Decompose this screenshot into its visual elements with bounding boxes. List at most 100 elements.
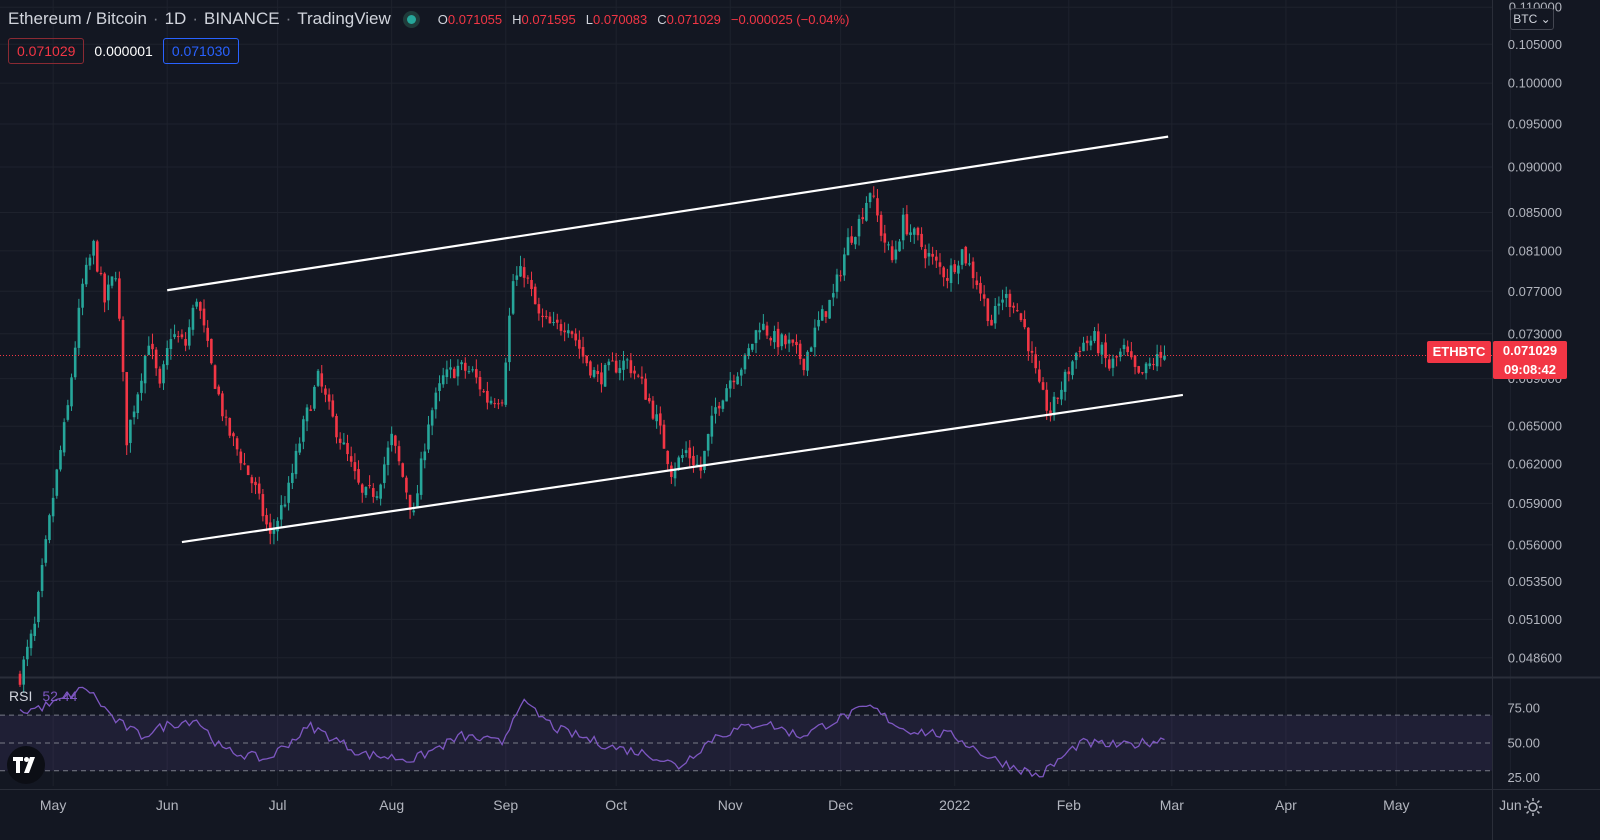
candle-body bbox=[647, 398, 651, 402]
last-price: 0.071029 bbox=[1502, 343, 1558, 358]
candle-body bbox=[1093, 331, 1096, 341]
candle-body bbox=[670, 465, 673, 477]
candle-body bbox=[349, 456, 353, 462]
candle-body bbox=[221, 393, 224, 417]
candle-body bbox=[850, 236, 853, 243]
candle-body bbox=[688, 447, 692, 459]
candle-body bbox=[29, 633, 33, 649]
candle-body bbox=[427, 424, 430, 450]
candle-body bbox=[460, 362, 463, 365]
candle-body bbox=[430, 410, 434, 426]
candle-body bbox=[26, 646, 29, 660]
candle-body bbox=[795, 341, 798, 346]
candle-body bbox=[809, 347, 813, 352]
candle-body bbox=[589, 361, 592, 376]
candle-body bbox=[511, 281, 515, 314]
candle-body bbox=[714, 407, 717, 414]
price-tick-label: 0.085000 bbox=[1508, 205, 1562, 220]
candle-body bbox=[37, 591, 40, 623]
candle-body bbox=[828, 299, 831, 319]
candle-body bbox=[544, 316, 548, 318]
candle-body bbox=[294, 450, 298, 475]
candle-body bbox=[1027, 327, 1030, 352]
price-tick-label: 0.105000 bbox=[1508, 37, 1562, 52]
time-tick-label: May bbox=[40, 797, 66, 813]
candle-body bbox=[1163, 355, 1166, 360]
candle-body bbox=[839, 275, 842, 277]
candle-body bbox=[357, 469, 360, 483]
price-tick-label: 0.095000 bbox=[1508, 116, 1562, 131]
candle-body bbox=[401, 463, 405, 477]
candle-body bbox=[960, 249, 964, 265]
time-tick-label: Jul bbox=[269, 797, 287, 813]
candle-body bbox=[666, 450, 669, 465]
candle-body bbox=[912, 228, 916, 235]
candle-body bbox=[206, 327, 209, 341]
candle-body bbox=[725, 388, 728, 402]
candle-body bbox=[968, 263, 971, 265]
candle-body bbox=[59, 450, 62, 470]
time-tick-label: Nov bbox=[718, 797, 743, 813]
candle-body bbox=[353, 462, 357, 472]
candle-body bbox=[118, 278, 121, 319]
candle-body bbox=[662, 424, 666, 449]
candle-body bbox=[346, 442, 349, 455]
rsi-legend[interactable]: RSI 52.44 bbox=[9, 688, 77, 704]
candle-body bbox=[894, 249, 898, 260]
candle-body bbox=[622, 360, 625, 370]
candle-body bbox=[478, 376, 482, 390]
candle-body bbox=[202, 308, 206, 326]
candle-body bbox=[449, 367, 452, 370]
candle-body bbox=[40, 565, 44, 591]
candle-body bbox=[250, 477, 254, 484]
candle-body bbox=[73, 347, 77, 378]
candle-body bbox=[787, 339, 791, 344]
price-tick-label: 0.073000 bbox=[1508, 326, 1562, 341]
candle-body bbox=[360, 484, 364, 493]
gear-icon[interactable] bbox=[1523, 797, 1543, 817]
candle-body bbox=[243, 463, 246, 465]
candle-body bbox=[732, 380, 736, 383]
interval[interactable]: 1D bbox=[164, 9, 187, 28]
candle-body bbox=[1111, 358, 1115, 368]
candle-body bbox=[865, 202, 868, 221]
price-tick-label: 0.053500 bbox=[1508, 574, 1562, 589]
candle-body bbox=[887, 244, 890, 246]
candle-body bbox=[640, 376, 644, 379]
market-status-icon[interactable] bbox=[406, 14, 416, 24]
candle-body bbox=[1100, 344, 1104, 355]
candle-body bbox=[831, 293, 835, 298]
candle-body bbox=[581, 346, 585, 357]
candle-body bbox=[136, 394, 140, 414]
candle-body bbox=[1012, 305, 1015, 308]
candle-body bbox=[872, 195, 876, 197]
currency-dropdown[interactable]: BTC ⌄ bbox=[1510, 8, 1554, 30]
candle-body bbox=[99, 273, 103, 275]
quote-boxes: 0.071029 0.000001 0.071030 bbox=[8, 38, 240, 64]
candle-body bbox=[257, 483, 261, 494]
candle-body bbox=[931, 253, 934, 257]
candle-body bbox=[199, 302, 202, 311]
candle-body bbox=[364, 487, 368, 496]
candle-body bbox=[279, 505, 283, 520]
candle-body bbox=[515, 275, 519, 280]
close-value: 0.071029 bbox=[666, 11, 721, 27]
time-tick-label: Aug bbox=[379, 797, 404, 813]
candle-body bbox=[302, 419, 305, 442]
candle-body bbox=[235, 438, 239, 450]
price-tick-label: 0.051000 bbox=[1508, 612, 1562, 627]
sell-price-button[interactable]: 0.071029 bbox=[8, 38, 85, 64]
buy-price-button[interactable]: 0.071030 bbox=[162, 38, 240, 64]
candle-body bbox=[471, 369, 474, 371]
candle-body bbox=[655, 414, 658, 422]
candle-body bbox=[338, 438, 342, 443]
candle-body bbox=[489, 400, 493, 404]
candle-body bbox=[843, 254, 846, 276]
tradingview-logo-icon[interactable] bbox=[7, 746, 45, 784]
time-axis: May Jun Jul Aug Sep Oct Nov Dec 2022 Feb Mar Apr May… bbox=[40, 797, 1522, 813]
candle-body bbox=[95, 241, 99, 272]
candle-body bbox=[493, 403, 497, 405]
price-axis: 0.1100000.1050000.1000000.0950000.090000… bbox=[1508, 0, 1562, 665]
symbol-name[interactable]: Ethereum / Bitcoin bbox=[8, 9, 147, 28]
